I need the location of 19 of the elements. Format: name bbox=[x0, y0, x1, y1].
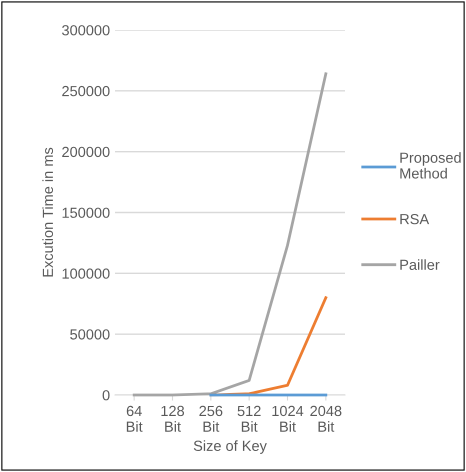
y-axis-title: Excution Time in ms bbox=[42, 148, 54, 277]
x-axis-title: Size of Key bbox=[194, 440, 267, 454]
y-tick-label: 0 bbox=[102, 390, 110, 400]
legend-label: Pailler bbox=[400, 259, 440, 270]
y-tick-label: 300000 bbox=[62, 25, 110, 36]
y-tick-label: 250000 bbox=[62, 86, 110, 96]
x-tick-label: 2048 Bit bbox=[310, 406, 342, 432]
x-tick-label: 64 Bit bbox=[126, 406, 143, 432]
y-tick-label: 50000 bbox=[70, 329, 110, 340]
line-series bbox=[132, 72, 328, 396]
x-tick-label: 512 Bit bbox=[238, 406, 261, 432]
y-tick-label: 200000 bbox=[62, 146, 110, 158]
legend-label: RSA bbox=[400, 214, 430, 224]
x-tick-label: 256 Bit bbox=[199, 406, 222, 432]
y-tick-label: 100000 bbox=[62, 268, 110, 279]
legend-label: Proposed Method bbox=[400, 152, 461, 179]
x-tick-label: 128 Bit bbox=[161, 406, 184, 432]
y-tick-label: 150000 bbox=[62, 208, 110, 218]
x-tick-label: 1024 Bit bbox=[272, 406, 304, 432]
